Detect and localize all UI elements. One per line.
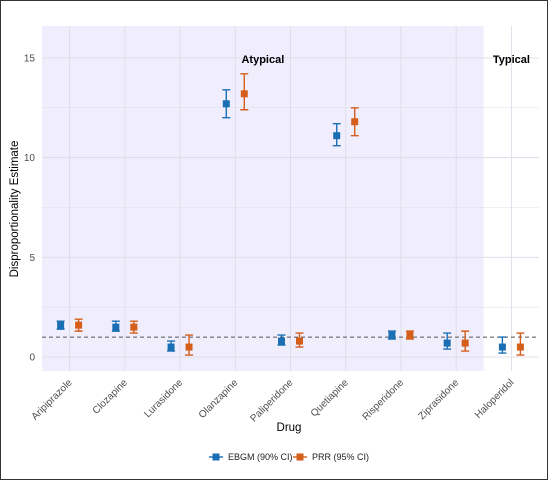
x-tick-labels: Aripiprazole Clozapine Lurasidone Olanzapin…: [30, 377, 517, 424]
x-tick-label: Quetiapine: [309, 377, 351, 419]
point-estimate: [75, 321, 83, 329]
point-estimate: [167, 343, 175, 351]
x-tick-label: Lurasidone: [142, 377, 185, 420]
group-labels: Atypical Typical: [241, 54, 529, 66]
group-background-0: [42, 26, 484, 371]
legend-item-1: PRR (95% CI): [293, 452, 369, 462]
y-tick-label: 10: [24, 153, 36, 164]
point-estimate: [185, 343, 193, 351]
legend-key: [293, 453, 307, 461]
legend-item-0: EBGM (90% CI): [209, 452, 293, 462]
legend-key: [209, 453, 223, 461]
point-estimate: [351, 118, 359, 126]
point-estimate: [130, 323, 138, 331]
point-estimate: [296, 337, 303, 345]
point-estimate: [498, 343, 506, 351]
point-estimate: [406, 331, 414, 339]
x-tick-label: Olanzapine: [197, 377, 241, 421]
point-estimate: [57, 321, 65, 329]
data-marks: [56, 73, 525, 356]
x-tick-label: Clozapine: [91, 377, 131, 417]
point-estimate: [333, 132, 341, 140]
point-estimate: [516, 343, 524, 351]
series-0: [56, 89, 507, 354]
group-label-atypical: Atypical: [241, 54, 284, 66]
x-tick-label: Risperidone: [361, 377, 407, 423]
series-1: [74, 73, 525, 356]
point-estimate: [112, 323, 120, 331]
y-axis-title: Disproportionality Estimate: [9, 141, 21, 278]
x-tick-label: Ziprasidone: [417, 377, 462, 422]
y-tick-label: 5: [29, 253, 35, 264]
point-estimate: [278, 337, 285, 345]
x-tick-label: Aripiprazole: [30, 377, 75, 422]
legend-label: EBGM (90% CI): [228, 452, 293, 462]
point-estimate: [461, 339, 469, 347]
point-estimate: [443, 339, 451, 347]
group-label-typical: Typical: [493, 54, 530, 66]
point-estimate: [222, 100, 230, 108]
x-tick-label: Paliperidone: [249, 377, 296, 424]
y-tick-labels: 0 5 10 15: [24, 53, 36, 363]
legend: EBGM (90% CI) PRR (95% CI): [209, 452, 369, 462]
point-estimate: [240, 90, 248, 98]
x-tick-label: Haloperidol: [473, 377, 517, 421]
legend-label: PRR (95% CI): [312, 452, 369, 462]
y-tick-label: 15: [24, 53, 36, 64]
x-axis-title: Drug: [277, 422, 302, 434]
y-tick-label: 0: [29, 353, 35, 364]
point-estimate: [388, 331, 396, 339]
gridlines: [42, 26, 539, 371]
